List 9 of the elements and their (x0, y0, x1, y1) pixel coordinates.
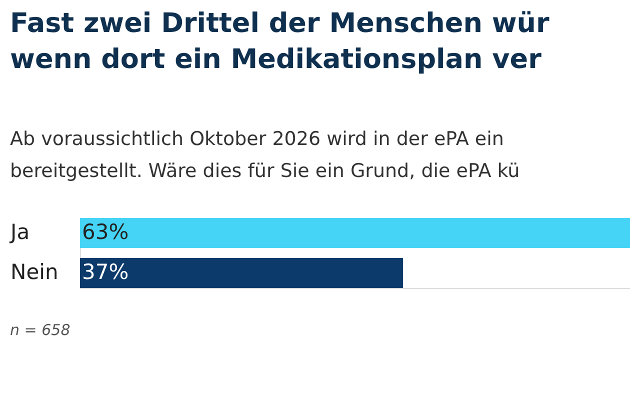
text: wenn dort ein Medikationsplan ver (10, 44, 542, 75)
y-tick-label: Ja (8, 220, 30, 244)
data-label: 37% (82, 260, 129, 284)
data-label: 63% (82, 220, 129, 244)
text: bereitgestellt. Wäre dies für Sie ein Grund, die ePA kü (10, 160, 520, 182)
y-tick-label: Nein (10, 260, 58, 284)
text: Ab voraussichtlich Oktober 2026 wird in der ePA ein (10, 128, 504, 150)
text: n = 658 (10, 321, 70, 339)
text: Fast zwei Drittel der Menschen wür (10, 8, 550, 39)
